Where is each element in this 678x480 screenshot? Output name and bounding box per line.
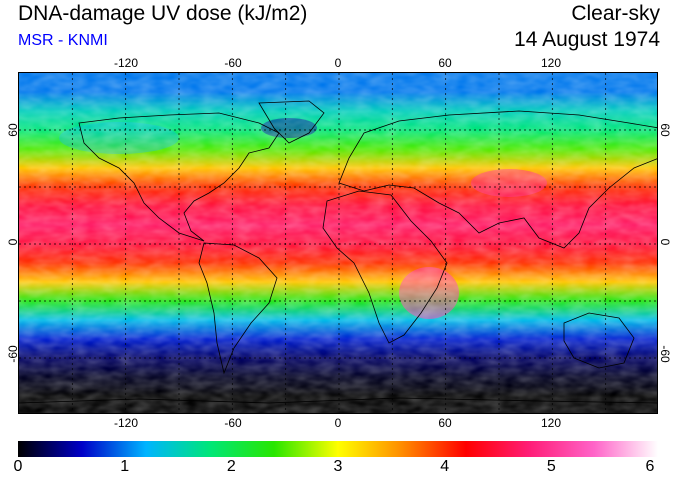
colorbar-label: 6: [645, 458, 655, 475]
lon-tick-bottom: -60: [224, 416, 242, 430]
australia-coast: [563, 312, 635, 369]
lon-tick-top: -120: [113, 56, 139, 70]
date-label: 14 August 1974: [514, 28, 660, 51]
south-america-coast: [198, 242, 278, 375]
colorbar: [18, 441, 658, 457]
colorbar-label: 0: [13, 458, 23, 475]
colorbar-label: 1: [120, 458, 130, 475]
sky-condition-label: Clear-sky: [571, 2, 660, 25]
antarctica-coast: [19, 397, 657, 404]
africa-coast: [322, 190, 448, 344]
lat-tick-right: 0: [658, 238, 672, 246]
lat-tick-right: -60: [658, 345, 672, 363]
colorbar-label: 4: [440, 458, 450, 475]
greenland-coast: [258, 100, 325, 144]
map-title: DNA-damage UV dose (kJ/m2): [18, 2, 308, 25]
lon-tick-bottom: 0: [334, 416, 342, 430]
lon-tick-top: -60: [224, 56, 242, 70]
uv-dose-map: [18, 72, 658, 414]
colorbar-label: 3: [333, 458, 343, 475]
lon-tick-bottom: 120: [540, 416, 562, 430]
graticule: [19, 73, 657, 413]
lon-tick-bottom: 60: [438, 416, 452, 430]
north-america-coast: [78, 112, 280, 242]
lon-tick-top: 60: [438, 56, 452, 70]
cloud-texture: [19, 73, 657, 413]
colorbar-gradient: [18, 441, 658, 457]
colorbar-label: 5: [546, 458, 556, 475]
coastlines: [19, 100, 657, 404]
map-subtitle: MSR - KNMI: [18, 32, 108, 49]
lat-tick-right: 60: [658, 123, 672, 137]
colorbar-label: 2: [226, 458, 236, 475]
lon-tick-top: 120: [540, 56, 562, 70]
eurasia-coast: [338, 110, 657, 249]
lon-tick-bottom: -120: [113, 416, 139, 430]
uv-dose-map-svg: [19, 73, 657, 413]
lon-tick-top: 0: [334, 56, 342, 70]
